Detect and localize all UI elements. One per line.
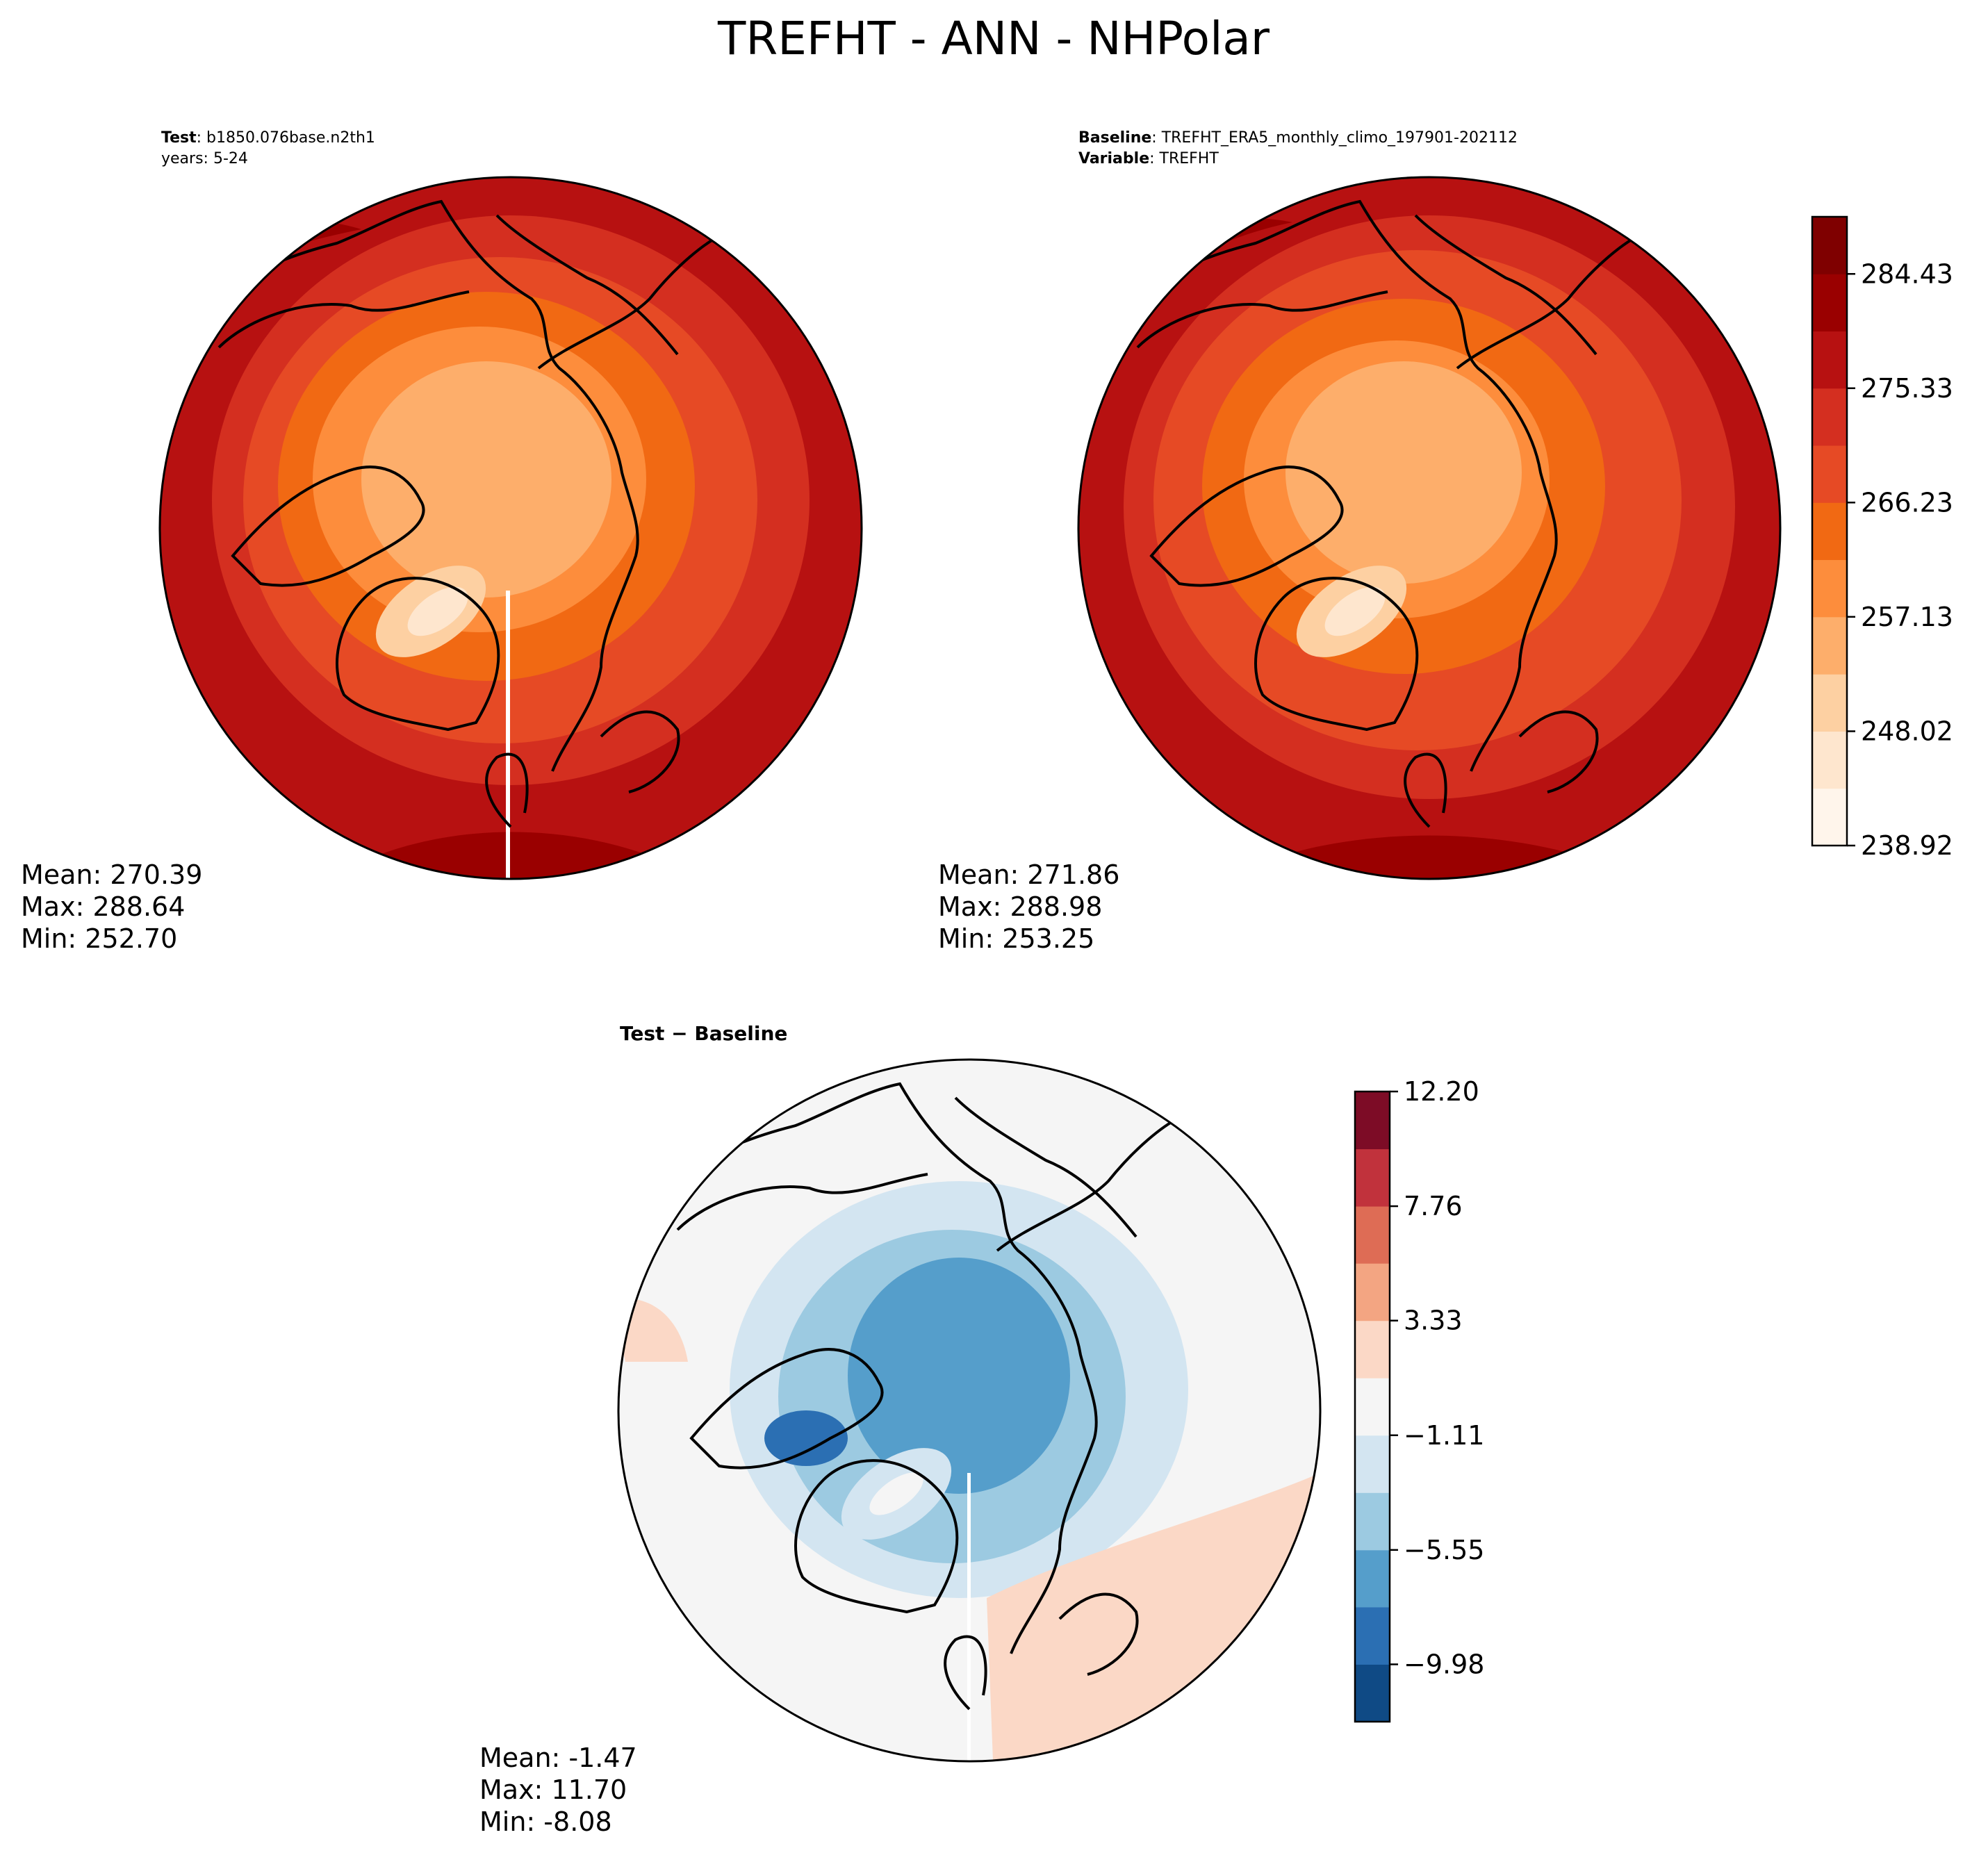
map-baseline <box>1078 177 1780 896</box>
colorbar-diff-band <box>1355 1092 1390 1149</box>
colorbar-trefht-tick-label: 266.23 <box>1861 487 1953 518</box>
panel-baseline-stat-mean: Mean: 271.86 <box>938 859 1119 890</box>
colorbar-trefht-tick-label: 257.13 <box>1861 602 1953 632</box>
panel-baseline-header-variable: : TREFHT <box>1149 150 1219 167</box>
colorbar-trefht: 238.92 248.02 257.13 266.23 275.33 284.43 <box>1812 217 1953 861</box>
colorbar-trefht-band <box>1812 217 1847 274</box>
colorbar-trefht-tick-label: 284.43 <box>1861 258 1953 289</box>
panel-test-stat-mean: Mean: 270.39 <box>21 859 202 890</box>
panel-test-header-label: Test <box>161 129 197 147</box>
colorbar-diff-band <box>1355 1550 1390 1608</box>
panel-baseline-header-line-2: Variable: TREFHT <box>1078 150 1219 167</box>
figure: TREFHT - ANN - NHPolar Test: b1850.076ba… <box>0 0 1988 1853</box>
panel-diff: Test − Baseline Mean: -1.47 Max: 11.70 M… <box>479 1022 1320 1837</box>
colorbar-trefht-band <box>1812 445 1847 503</box>
panel-test-header-years: years: 5-24 <box>161 150 248 167</box>
panel-test-header-line-1: Test: b1850.076base.n2th1 <box>161 129 375 147</box>
colorbar-diff-band <box>1355 1435 1390 1493</box>
colorbar-diff: 12.20 7.76 3.33 −1.11 −5.55 −9.98 <box>1355 1076 1484 1722</box>
colorbar-trefht-band <box>1812 731 1847 789</box>
colorbar-trefht-band <box>1812 674 1847 732</box>
colorbar-trefht-tick-label: 248.02 <box>1861 716 1953 746</box>
figure-title: TREFHT - ANN - NHPolar <box>717 12 1270 65</box>
panel-test: Test: b1850.076base.n2th1 years: 5-24 Me… <box>21 129 862 954</box>
colorbar-diff-tick-label: −1.11 <box>1404 1420 1484 1451</box>
panel-baseline-stat-min: Min: 253.25 <box>938 923 1094 954</box>
colorbar-diff-band <box>1355 1664 1390 1722</box>
colorbar-diff-band <box>1355 1321 1390 1378</box>
panel-diff-title: Test − Baseline <box>620 1022 787 1045</box>
colorbar-diff-tick-label: 3.33 <box>1404 1306 1463 1336</box>
colorbar-trefht-tick-label: 238.92 <box>1861 830 1953 861</box>
panel-diff-stat-mean: Mean: -1.47 <box>479 1743 637 1773</box>
colorbar-diff-band <box>1355 1607 1390 1665</box>
panel-baseline: Baseline: TREFHT_ERA5_monthly_climo_1979… <box>938 129 1780 954</box>
panel-baseline-header-variable-label: Variable <box>1078 150 1149 167</box>
colorbar-trefht-band <box>1812 789 1847 846</box>
colorbar-trefht-tick-label: 275.33 <box>1861 373 1953 404</box>
colorbar-diff-band <box>1355 1378 1390 1435</box>
colorbar-trefht-band <box>1812 560 1847 618</box>
colorbar-trefht-band <box>1812 502 1847 560</box>
colorbar-diff-band <box>1355 1263 1390 1321</box>
colorbar-diff-band <box>1355 1492 1390 1550</box>
panel-baseline-stat-max: Max: 288.98 <box>938 891 1102 922</box>
panel-diff-stat-min: Min: -8.08 <box>479 1806 612 1837</box>
panel-test-stat-min: Min: 252.70 <box>21 923 177 954</box>
panel-baseline-header-case: : TREFHT_ERA5_monthly_climo_197901-20211… <box>1151 129 1518 147</box>
panel-baseline-header-label: Baseline <box>1078 129 1151 147</box>
panel-test-stat-max: Max: 288.64 <box>21 891 185 922</box>
colorbar-trefht-band <box>1812 331 1847 389</box>
colorbar-diff-tick-label: 12.20 <box>1404 1076 1479 1107</box>
panel-baseline-header-line-1: Baseline: TREFHT_ERA5_monthly_climo_1979… <box>1078 129 1518 147</box>
colorbar-diff-band <box>1355 1206 1390 1264</box>
colorbar-diff-tick-label: 7.76 <box>1404 1191 1463 1221</box>
colorbar-trefht-band <box>1812 274 1847 331</box>
colorbar-trefht-band <box>1812 617 1847 675</box>
panel-diff-stat-max: Max: 11.70 <box>479 1774 627 1805</box>
colorbar-trefht-band <box>1812 388 1847 446</box>
colorbar-diff-tick-label: −5.55 <box>1404 1535 1484 1565</box>
panel-test-header-case: : b1850.076base.n2th1 <box>197 129 375 147</box>
map-test <box>160 177 862 903</box>
colorbar-diff-tick-label: −9.98 <box>1404 1649 1484 1679</box>
map-diff <box>611 1060 1320 1779</box>
colorbar-diff-band <box>1355 1149 1390 1207</box>
